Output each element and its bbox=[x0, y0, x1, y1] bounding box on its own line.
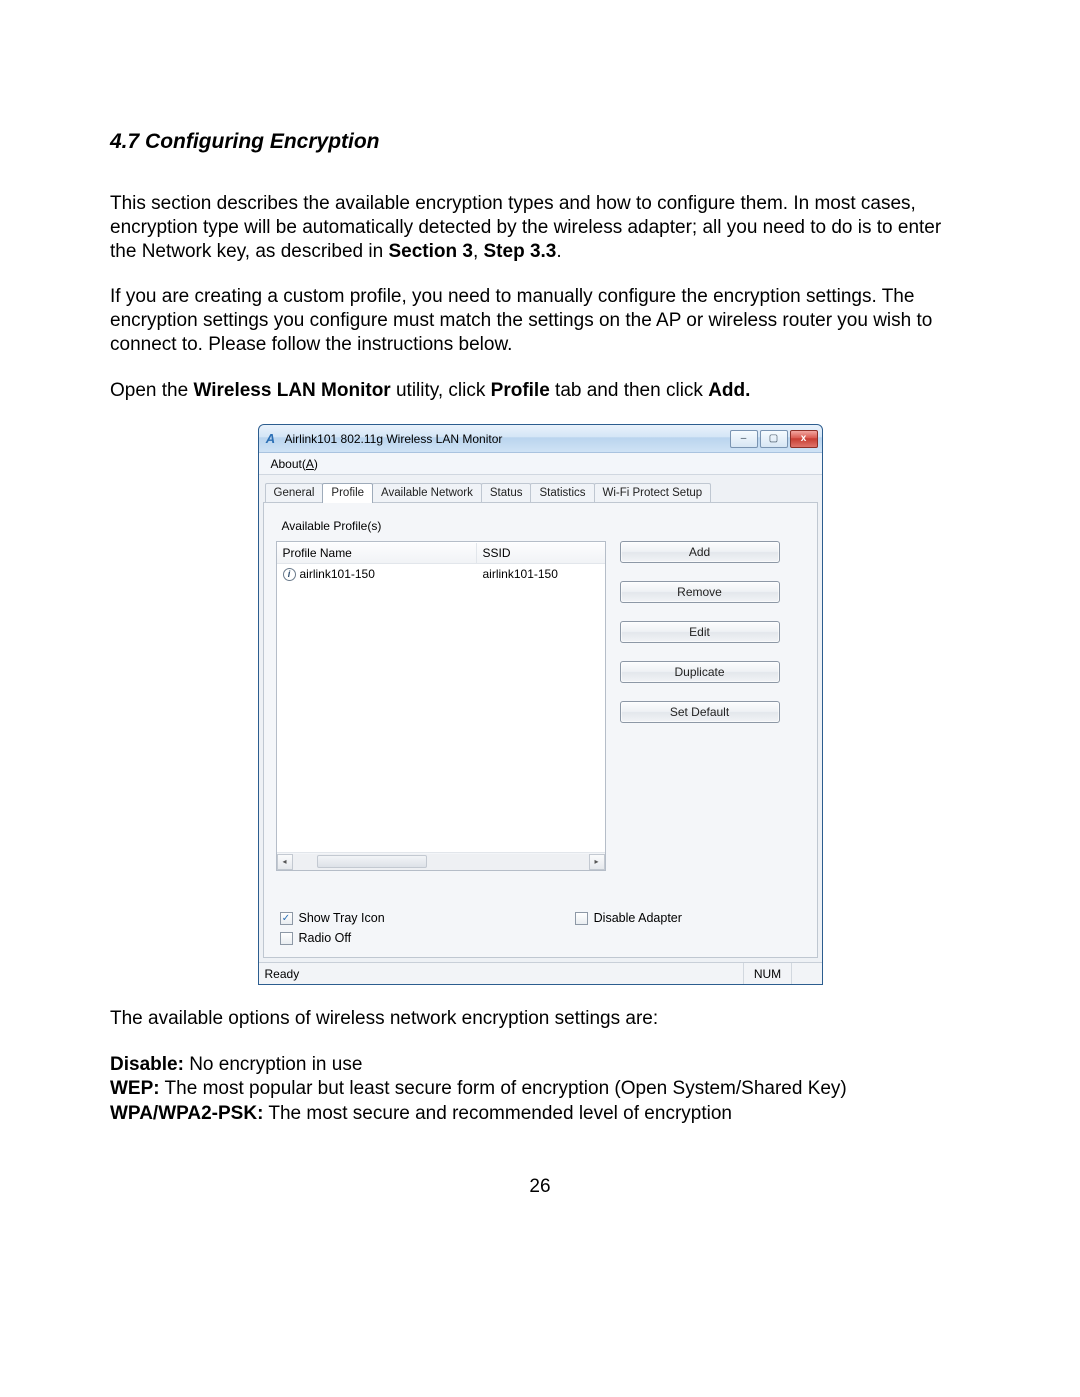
app-icon: A bbox=[263, 431, 279, 447]
radio-off-label: Radio Off bbox=[299, 931, 352, 945]
def-wpa-desc: The most secure and recommended level of… bbox=[263, 1103, 732, 1124]
col-profile-name[interactable]: Profile Name bbox=[277, 543, 477, 563]
window-buttons: – ▢ x bbox=[730, 430, 818, 448]
status-ready: Ready bbox=[265, 967, 743, 981]
screenshot-container: A Airlink101 802.11g Wireless LAN Monito… bbox=[110, 424, 970, 985]
app-window: A Airlink101 802.11g Wireless LAN Monito… bbox=[258, 424, 823, 985]
profile-action-buttons: Add Remove Edit Duplicate Set Default bbox=[620, 541, 780, 723]
p1-bold-1: Section 3 bbox=[388, 241, 472, 262]
set-default-button[interactable]: Set Default bbox=[620, 701, 780, 723]
paragraph-2: If you are creating a custom profile, yo… bbox=[110, 285, 970, 356]
scroll-right-button[interactable]: ▸ bbox=[589, 854, 605, 870]
remove-button[interactable]: Remove bbox=[620, 581, 780, 603]
scroll-left-button[interactable]: ◂ bbox=[277, 854, 293, 870]
p1-sep: , bbox=[473, 241, 484, 262]
tab-profile[interactable]: Profile bbox=[322, 483, 373, 503]
menu-about-prefix: About( bbox=[271, 457, 306, 471]
section-heading: 4.7 Configuring Encryption bbox=[110, 130, 970, 154]
def-wep: WEP: The most popular but least secure f… bbox=[110, 1077, 970, 1101]
show-tray-icon-checkbox[interactable]: ✓ Show Tray Icon bbox=[280, 911, 385, 925]
page-number: 26 bbox=[110, 1176, 970, 1198]
scroll-track[interactable] bbox=[293, 854, 589, 870]
disable-adapter-checkbox[interactable]: Disable Adapter bbox=[575, 911, 682, 925]
tab-panel-profile: Available Profile(s) Profile Name SSID i bbox=[263, 503, 818, 958]
profile-row-name: i airlink101-150 bbox=[277, 565, 477, 583]
p1-end: . bbox=[556, 241, 561, 262]
def-disable: Disable: No encryption in use bbox=[110, 1053, 970, 1077]
after-image-text: The available options of wireless networ… bbox=[110, 1007, 970, 1031]
client-area: General Profile Available Network Status… bbox=[259, 475, 822, 962]
horizontal-scrollbar[interactable]: ◂ ▸ bbox=[277, 852, 605, 870]
checkbox-icon bbox=[575, 912, 588, 925]
window-title: Airlink101 802.11g Wireless LAN Monitor bbox=[285, 432, 730, 446]
p3-f: Add. bbox=[708, 380, 750, 401]
tab-general[interactable]: General bbox=[265, 483, 324, 502]
def-wpa: WPA/WPA2-PSK: The most secure and recomm… bbox=[110, 1102, 970, 1126]
statusbar: Ready NUM bbox=[259, 962, 822, 984]
disable-adapter-label: Disable Adapter bbox=[594, 911, 682, 925]
p3-e: tab and then click bbox=[550, 380, 708, 401]
menu-about-suffix: ) bbox=[314, 457, 318, 471]
p3-d: Profile bbox=[491, 380, 550, 401]
radio-off-checkbox[interactable]: Radio Off bbox=[280, 931, 385, 945]
profile-list[interactable]: Profile Name SSID i airlink101-150 airli… bbox=[276, 541, 606, 871]
profile-list-body: i airlink101-150 airlink101-150 bbox=[277, 564, 605, 852]
p3-a: Open the bbox=[110, 380, 193, 401]
tab-statistics[interactable]: Statistics bbox=[530, 483, 594, 502]
checkbox-icon: ✓ bbox=[280, 912, 293, 925]
available-profiles-label: Available Profile(s) bbox=[282, 519, 805, 533]
menu-about-key: A bbox=[306, 457, 314, 471]
paragraph-3: Open the Wireless LAN Monitor utility, c… bbox=[110, 379, 970, 403]
profile-name-text: airlink101-150 bbox=[300, 567, 375, 581]
def-disable-desc: No encryption in use bbox=[184, 1054, 363, 1075]
info-icon: i bbox=[283, 568, 296, 581]
add-button[interactable]: Add bbox=[620, 541, 780, 563]
def-wep-term: WEP: bbox=[110, 1078, 160, 1099]
bottom-options: ✓ Show Tray Icon Radio Off Disab bbox=[276, 911, 805, 945]
p3-c: utility, click bbox=[391, 380, 491, 401]
tab-status[interactable]: Status bbox=[481, 483, 532, 502]
paragraph-1: This section describes the available enc… bbox=[110, 192, 970, 263]
status-empty bbox=[791, 963, 815, 984]
titlebar[interactable]: A Airlink101 802.11g Wireless LAN Monito… bbox=[259, 425, 822, 453]
edit-button[interactable]: Edit bbox=[620, 621, 780, 643]
show-tray-icon-label: Show Tray Icon bbox=[299, 911, 385, 925]
encryption-definitions: Disable: No encryption in use WEP: The m… bbox=[110, 1053, 970, 1126]
def-disable-term: Disable: bbox=[110, 1054, 184, 1075]
tabstrip: General Profile Available Network Status… bbox=[263, 479, 818, 503]
col-ssid[interactable]: SSID bbox=[477, 543, 605, 563]
duplicate-button[interactable]: Duplicate bbox=[620, 661, 780, 683]
profile-row-ssid: airlink101-150 bbox=[477, 565, 605, 583]
def-wpa-term: WPA/WPA2-PSK: bbox=[110, 1103, 263, 1124]
scroll-thumb[interactable] bbox=[317, 855, 427, 868]
maximize-button[interactable]: ▢ bbox=[760, 430, 788, 448]
status-num: NUM bbox=[743, 963, 791, 984]
p1-bold-2: Step 3.3 bbox=[484, 241, 557, 262]
options-right: Disable Adapter bbox=[575, 911, 682, 945]
options-left: ✓ Show Tray Icon Radio Off bbox=[280, 911, 385, 945]
checkbox-icon bbox=[280, 932, 293, 945]
profile-list-header: Profile Name SSID bbox=[277, 542, 605, 564]
minimize-button[interactable]: – bbox=[730, 430, 758, 448]
profile-area: Profile Name SSID i airlink101-150 airli… bbox=[276, 541, 805, 871]
menu-about[interactable]: About(A) bbox=[265, 455, 324, 473]
tab-available-network[interactable]: Available Network bbox=[372, 483, 482, 502]
profile-row[interactable]: i airlink101-150 airlink101-150 bbox=[277, 564, 605, 584]
def-wep-desc: The most popular but least secure form o… bbox=[160, 1078, 847, 1099]
close-button[interactable]: x bbox=[790, 430, 818, 448]
p3-b: Wireless LAN Monitor bbox=[193, 380, 390, 401]
menubar: About(A) bbox=[259, 453, 822, 475]
tab-wifi-protect-setup[interactable]: Wi-Fi Protect Setup bbox=[594, 483, 712, 502]
